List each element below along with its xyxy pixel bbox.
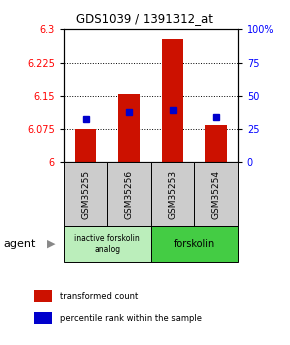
Text: agent: agent xyxy=(3,239,35,249)
Text: GSM35256: GSM35256 xyxy=(124,169,134,219)
Bar xyxy=(162,39,183,162)
Bar xyxy=(107,162,151,226)
Bar xyxy=(194,162,238,226)
Text: ▶: ▶ xyxy=(46,239,55,249)
Bar xyxy=(151,226,238,262)
Bar xyxy=(34,312,52,324)
Bar xyxy=(64,162,107,226)
Text: forskolin: forskolin xyxy=(174,239,215,249)
Bar xyxy=(118,93,140,162)
Bar xyxy=(151,162,194,226)
Text: GDS1039 / 1391312_at: GDS1039 / 1391312_at xyxy=(77,12,213,25)
Bar xyxy=(34,290,52,302)
Bar xyxy=(75,129,96,162)
Text: percentile rank within the sample: percentile rank within the sample xyxy=(60,314,202,323)
Text: transformed count: transformed count xyxy=(60,292,138,301)
Bar xyxy=(205,125,227,162)
Text: GSM35255: GSM35255 xyxy=(81,169,90,219)
Bar xyxy=(64,226,151,262)
Text: inactive forskolin
analog: inactive forskolin analog xyxy=(75,234,140,254)
Text: GSM35254: GSM35254 xyxy=(211,169,221,219)
Text: GSM35253: GSM35253 xyxy=(168,169,177,219)
